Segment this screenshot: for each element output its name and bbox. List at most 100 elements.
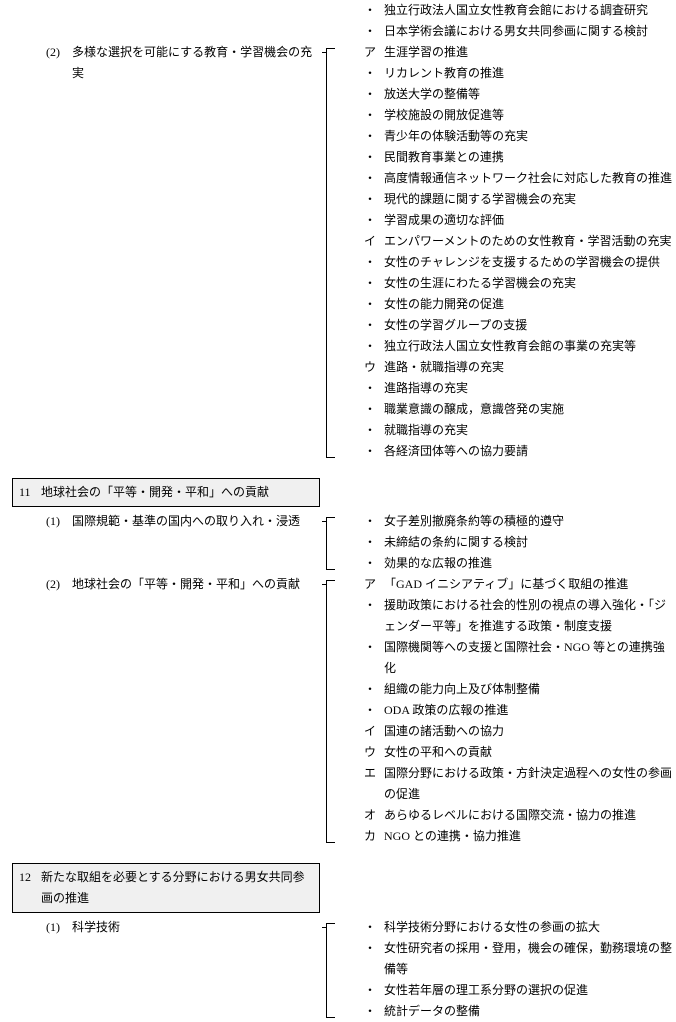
sec11-sub2-title: 地球社会の「平等・開発・平和」への貢献 (72, 574, 320, 595)
item-marker: ・ (364, 273, 384, 294)
item-text: 女性の学習グループの支援 (384, 315, 676, 336)
item-text: 効果的な広報の推進 (384, 553, 676, 574)
sec11-title: 地球社会の「平等・開発・平和」への貢献 (41, 482, 313, 503)
item-marker: オ (364, 805, 384, 826)
sec12-title: 新たな取組を必要とする分野における男女共同参画の推進 (41, 867, 313, 909)
item-text: 放送大学の整備等 (384, 84, 676, 105)
item-marker: ・ (364, 1001, 384, 1022)
item-marker: ・ (364, 553, 384, 574)
list-item: イ国連の諸活動への協力 (364, 721, 676, 742)
list-item: ・女性研究者の採用・登用，機会の確保，勤務環境の整備等 (364, 938, 676, 980)
item-text: 未締結の条約に関する検討 (384, 532, 676, 553)
item-text: NGO との連携・協力推進 (384, 826, 676, 847)
sec11-sub1-title: 国際規範・基準の国内への取り入れ・浸透 (72, 511, 320, 532)
item-text: 女性若年層の理工系分野の選択の促進 (384, 980, 676, 1001)
list-item: ウ進路・就職指導の充実 (364, 357, 676, 378)
list-item: ・放送大学の整備等 (364, 84, 676, 105)
list-item: ・女性若年層の理工系分野の選択の促進 (364, 980, 676, 1001)
list-item: ・国際機関等への支援と国際社会・NGO 等との連携強化 (364, 637, 676, 679)
item-marker: ・ (364, 294, 384, 315)
item-marker: ・ (364, 336, 384, 357)
list-item: ・未締結の条約に関する検討 (364, 532, 676, 553)
list-item: ・高度情報通信ネットワーク社会に対応した教育の推進 (364, 168, 676, 189)
item-text: 進路指導の充実 (384, 378, 676, 399)
item-marker: ・ (364, 980, 384, 1001)
list-item: ・女性の能力開発の促進 (364, 294, 676, 315)
item-marker: ・ (364, 168, 384, 189)
item-marker: ・ (364, 532, 384, 553)
sub2-num: (2) (46, 42, 72, 63)
list-item: ・就職指導の充実 (364, 420, 676, 441)
item-text: 現代的課題に関する学習機会の充実 (384, 189, 676, 210)
item-marker: ・ (364, 420, 384, 441)
list-item: ・女子差別撤廃条約等の積極的遵守 (364, 511, 676, 532)
item-marker: イ (364, 721, 384, 742)
list-item: ・民間教育事業との連携 (364, 147, 676, 168)
item-text: 「GAD イニシアティブ」に基づく取組の推進 (384, 574, 676, 595)
item-marker: ・ (364, 441, 384, 462)
item-text: 女性の生涯にわたる学習機会の充実 (384, 273, 676, 294)
sec11-sub1-num: (1) (46, 511, 72, 532)
item-marker: ア (364, 574, 384, 595)
sec11-num: 11 (19, 482, 41, 503)
item-text: あらゆるレベルにおける国際交流・協力の推進 (384, 805, 676, 826)
list-item: ア「GAD イニシアティブ」に基づく取組の推進 (364, 574, 676, 595)
item-marker: ・ (364, 378, 384, 399)
item-text: 女性のチャレンジを支援するための学習機会の提供 (384, 252, 676, 273)
item-marker: ・ (364, 0, 384, 21)
list-item: ・リカレント教育の推進 (364, 63, 676, 84)
item-marker: ・ (364, 210, 384, 231)
list-item: ウ女性の平和への貢献 (364, 742, 676, 763)
item-marker: ウ (364, 742, 384, 763)
item-text: リカレント教育の推進 (384, 63, 676, 84)
list-item: ・女性の生涯にわたる学習機会の充実 (364, 273, 676, 294)
sub2-title: 多様な選択を可能にする教育・学習機会の充実 (72, 42, 320, 84)
item-marker: イ (364, 231, 384, 252)
sec12-sub1-num: (1) (46, 917, 72, 938)
item-text: 日本学術会議における男女共同参画に関する検討 (384, 21, 676, 42)
item-text: 職業意識の醸成，意識啓発の実施 (384, 399, 676, 420)
item-text: 女性研究者の採用・登用，機会の確保，勤務環境の整備等 (384, 938, 676, 980)
item-marker: ・ (364, 637, 384, 658)
item-marker: ・ (364, 21, 384, 42)
item-marker: ・ (364, 105, 384, 126)
item-marker: ・ (364, 252, 384, 273)
item-text: 援助政策における社会的性別の視点の導入強化・「ジェンダー平等」を推進する政策・制… (384, 595, 676, 637)
item-marker: ア (364, 42, 384, 63)
list-item: ア生涯学習の推進 (364, 42, 676, 63)
list-item: ・学習成果の適切な評価 (364, 210, 676, 231)
list-item: エ国際分野における政策・方針決定過程への女性の参画の促進 (364, 763, 676, 805)
item-text: 科学技術分野における女性の参画の拡大 (384, 917, 676, 938)
item-marker: ・ (364, 63, 384, 84)
item-text: 青少年の体験活動等の充実 (384, 126, 676, 147)
list-item: ・科学技術分野における女性の参画の拡大 (364, 917, 676, 938)
item-text: 学習成果の適切な評価 (384, 210, 676, 231)
item-marker: ・ (364, 700, 384, 721)
list-item: ・青少年の体験活動等の充実 (364, 126, 676, 147)
sec12-num: 12 (19, 867, 41, 909)
list-item: ・女性の学習グループの支援 (364, 315, 676, 336)
item-text: 女性の能力開発の促進 (384, 294, 676, 315)
section-11-header: 11 地球社会の「平等・開発・平和」への貢献 (12, 478, 320, 507)
item-text: 組織の能力向上及び体制整備 (384, 679, 676, 700)
item-text: 独立行政法人国立女性教育会館における調査研究 (384, 0, 676, 21)
item-text: 生涯学習の推進 (384, 42, 676, 63)
item-text: 高度情報通信ネットワーク社会に対応した教育の推進 (384, 168, 676, 189)
item-marker: ・ (364, 917, 384, 938)
item-text: ODA 政策の広報の推進 (384, 700, 676, 721)
item-marker: ・ (364, 679, 384, 700)
list-item: ・現代的課題に関する学習機会の充実 (364, 189, 676, 210)
item-marker: ・ (364, 189, 384, 210)
item-marker: カ (364, 826, 384, 847)
item-text: 就職指導の充実 (384, 420, 676, 441)
item-text: 統計データの整備 (384, 1001, 676, 1022)
item-marker: エ (364, 763, 384, 784)
list-item: オあらゆるレベルにおける国際交流・協力の推進 (364, 805, 676, 826)
list-item: ・組織の能力向上及び体制整備 (364, 679, 676, 700)
item-text: エンパワーメントのための女性教育・学習活動の充実 (384, 231, 676, 252)
item-text: 学校施設の開放促進等 (384, 105, 676, 126)
list-item: イエンパワーメントのための女性教育・学習活動の充実 (364, 231, 676, 252)
item-marker: ・ (364, 84, 384, 105)
item-marker: ・ (364, 147, 384, 168)
item-marker: ・ (364, 126, 384, 147)
